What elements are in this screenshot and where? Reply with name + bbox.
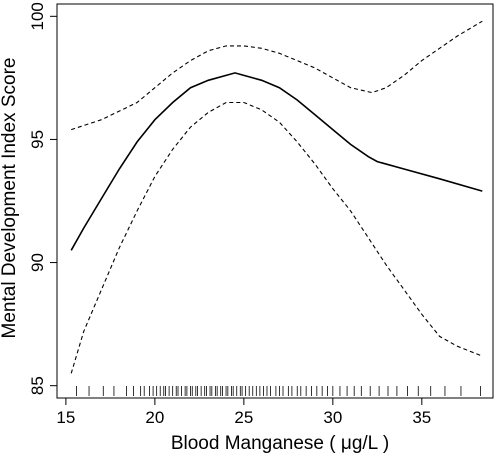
x-tick-label: 30 — [323, 408, 342, 427]
x-tick-label: 15 — [56, 408, 75, 427]
confidence-bound-line — [70, 101, 483, 374]
plot-frame — [56, 3, 494, 399]
y-tick-label: 100 — [28, 2, 47, 30]
x-tick-label: 35 — [412, 408, 431, 427]
y-tick-label: 90 — [28, 253, 47, 272]
rug-marks — [76, 386, 481, 396]
x-axis-label: Blood Manganese ( μg/L ) — [171, 433, 389, 454]
y-axis: 85 90 95 100 — [28, 2, 57, 395]
confidence-bound-line — [71, 20, 483, 131]
y-tick-label: 95 — [28, 130, 47, 149]
y-tick-label: 85 — [28, 376, 47, 395]
estimate-line — [70, 72, 483, 251]
x-axis: 15 20 25 30 35 — [56, 398, 431, 427]
x-tick-label: 20 — [145, 408, 164, 427]
series-lines — [70, 20, 483, 374]
x-tick-label: 25 — [234, 408, 253, 427]
y-axis-label: Mental Development Index Score — [0, 58, 20, 339]
plot-border — [56, 3, 494, 399]
